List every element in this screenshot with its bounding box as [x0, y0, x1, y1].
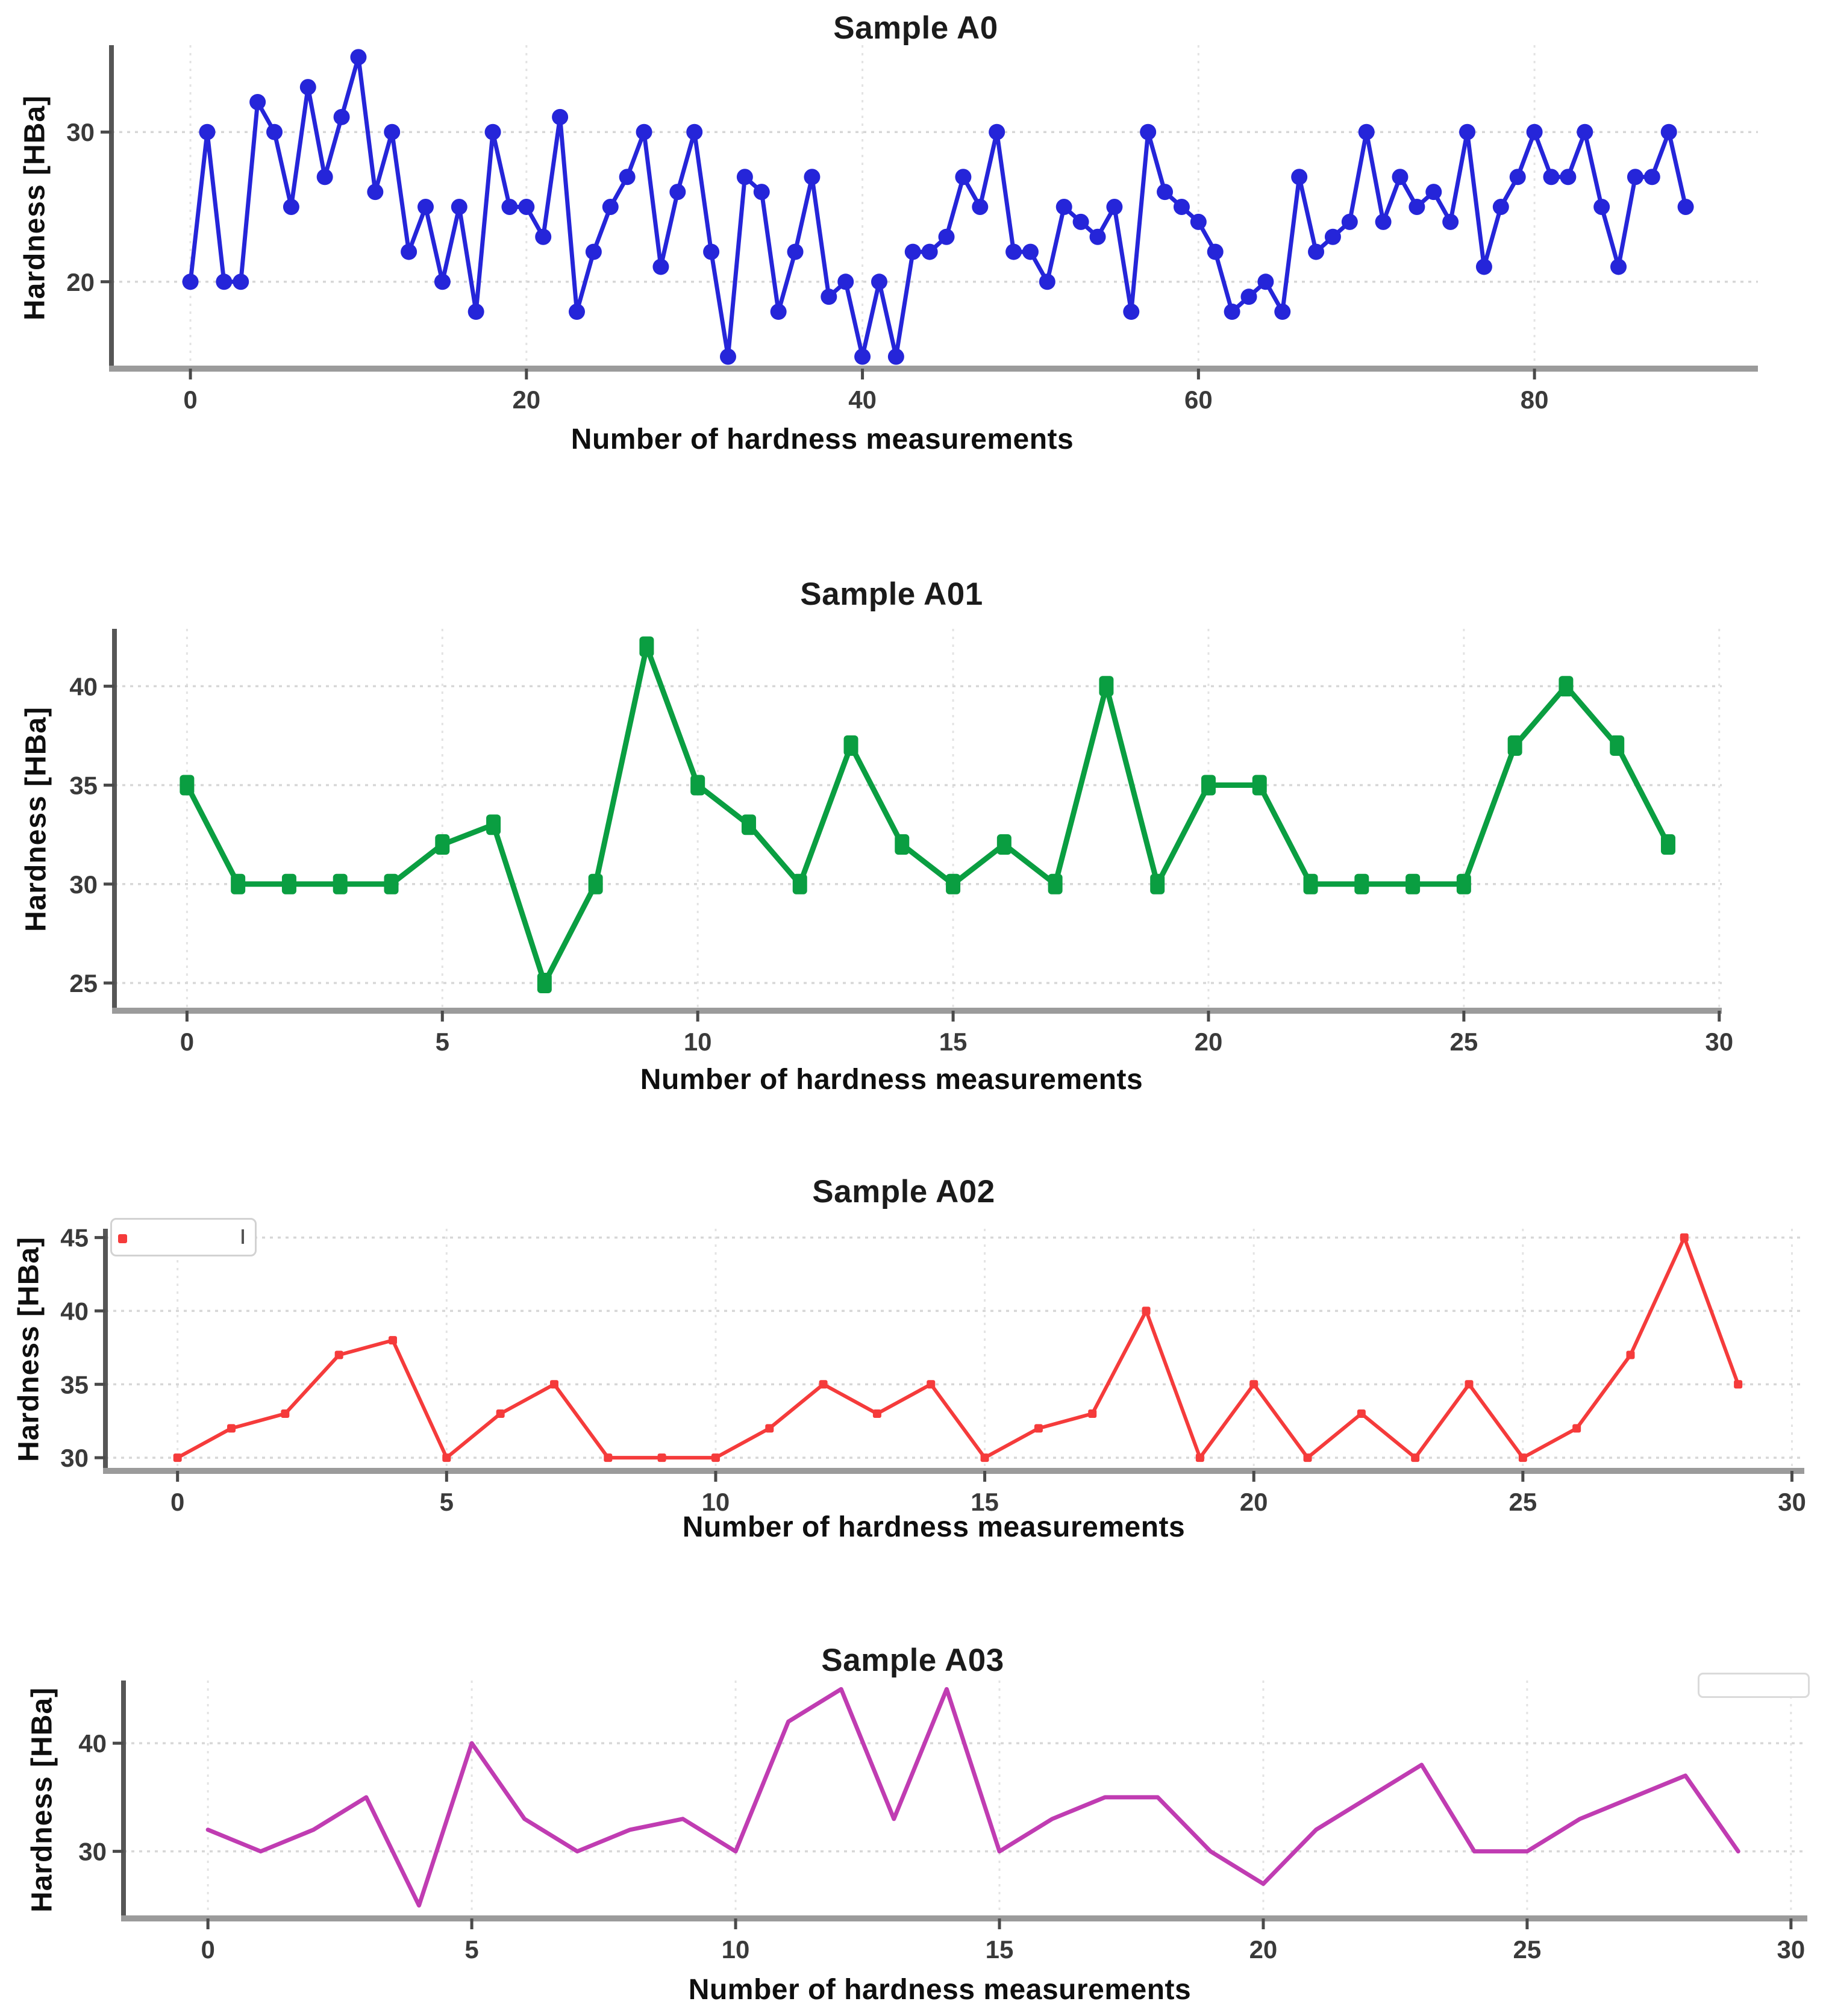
tick-labels: 0 5 10 15 20 25 30 25 30 35 40 [69, 672, 1733, 1056]
legend-fragment-a03 [1698, 1673, 1810, 1698]
data-series-line [175, 1235, 1740, 1460]
chart-title-a03: Sample A03 [821, 1643, 1004, 1678]
x-axis-label-a0: Number of hardness measurements [571, 423, 1074, 455]
chart-title-a01: Sample A01 [800, 576, 983, 612]
data-series-line [205, 1687, 1740, 1908]
vertical-gridlines [207, 1681, 1792, 1918]
data-series-line [188, 55, 1688, 359]
plot-area-a02: 0 5 10 15 20 25 30 30 35 40 45 [60, 1224, 1806, 1516]
plot-area-a01: 0 5 10 15 20 25 30 25 30 35 40 [69, 629, 1733, 1056]
x-tick-label: 5 [464, 1935, 478, 1964]
x-tick-label: 0 [170, 1488, 184, 1516]
data-series-line [184, 644, 1671, 986]
tick-marks [95, 1236, 1793, 1482]
x-axis-label-a03: Number of hardness measurements [688, 1974, 1192, 2006]
y-tick-label: 30 [60, 1444, 89, 1472]
horizontal-gridlines [105, 1236, 1804, 1459]
x-tick-label: 0 [180, 1028, 194, 1056]
legend-marker-red-icon [118, 1234, 127, 1243]
x-tick-label: 20 [1249, 1935, 1278, 1964]
x-tick-label: 10 [702, 1488, 730, 1516]
chart-title-a0: Sample A0 [833, 10, 998, 46]
x-tick-label: 25 [1509, 1488, 1537, 1516]
y-tick-label: 35 [69, 772, 98, 800]
x-tick-label: 25 [1513, 1935, 1542, 1964]
y-tick-label: 40 [69, 672, 98, 701]
tick-marks [104, 684, 1721, 1022]
x-tick-label: 40 [848, 385, 877, 414]
horizontal-gridlines [111, 131, 1758, 283]
chart-title-a02: Sample A02 [812, 1174, 995, 1209]
y-tick-label: 30 [69, 870, 98, 899]
data-markers [180, 636, 1675, 994]
x-tick-label: 30 [1705, 1028, 1733, 1056]
y-tick-label: 45 [60, 1224, 89, 1252]
x-tick-label: 20 [1240, 1488, 1268, 1516]
x-tick-label: 30 [1778, 1488, 1806, 1516]
tick-marks [113, 1741, 1793, 1929]
vertical-gridlines [177, 1229, 1793, 1471]
tick-labels: 0 5 10 15 20 25 30 30 35 40 45 [60, 1224, 1806, 1516]
tick-labels: 0 20 40 60 80 20 30 [66, 118, 1548, 414]
vertical-gridlines [189, 45, 1536, 369]
x-tick-label: 10 [684, 1028, 712, 1056]
y-tick-label: 40 [78, 1729, 107, 1758]
legend-tick-mark [242, 1229, 244, 1244]
y-tick-label: 20 [66, 268, 95, 296]
x-tick-label: 25 [1450, 1028, 1478, 1056]
plot-area-a0: 0 20 40 60 80 20 30 [66, 45, 1758, 414]
tick-marks [101, 130, 1536, 379]
legend-fragment-a02 [110, 1218, 257, 1256]
y-tick-label: 30 [66, 118, 95, 146]
x-tick-label: 60 [1184, 385, 1213, 414]
y-tick-label: 25 [69, 969, 98, 997]
y-tick-label: 40 [60, 1297, 89, 1325]
x-axis-label-a02: Number of hardness measurements [682, 1511, 1186, 1543]
data-markers [173, 1233, 1743, 1462]
x-tick-label: 15 [971, 1488, 999, 1516]
y-tick-label: 30 [78, 1838, 107, 1866]
vertical-gridlines [186, 629, 1721, 1011]
x-tick-label: 0 [201, 1935, 214, 1964]
x-tick-label: 15 [939, 1028, 968, 1056]
x-tick-label: 20 [1195, 1028, 1223, 1056]
tick-labels: 0 5 10 15 20 25 30 30 40 [78, 1729, 1805, 1964]
x-tick-label: 15 [986, 1935, 1014, 1964]
x-tick-label: 0 [183, 385, 197, 414]
plot-area-a03: 0 5 10 15 20 25 30 30 40 [78, 1681, 1807, 1964]
data-markers [182, 49, 1694, 365]
x-tick-label: 10 [722, 1935, 750, 1964]
x-tick-label: 5 [436, 1028, 449, 1056]
x-tick-label: 80 [1521, 385, 1549, 414]
x-tick-label: 30 [1777, 1935, 1805, 1964]
x-axis-label-a01: Number of hardness measurements [640, 1064, 1143, 1096]
x-tick-label: 20 [512, 385, 540, 414]
y-tick-label: 35 [60, 1370, 89, 1399]
x-tick-label: 5 [440, 1488, 454, 1516]
